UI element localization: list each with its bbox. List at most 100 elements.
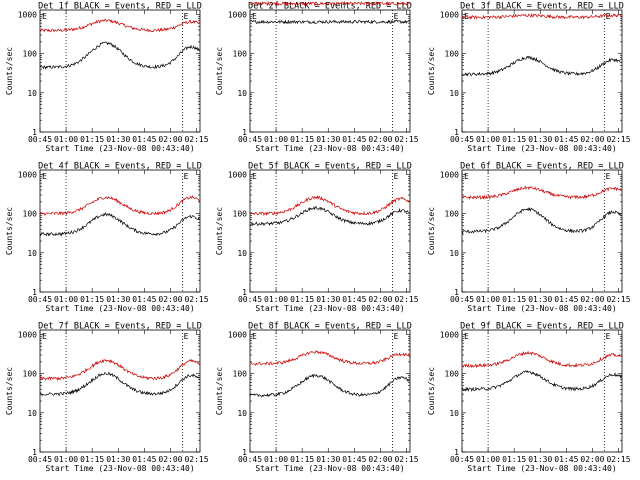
y-tick-label: 10 (449, 89, 459, 98)
plot-frame (39, 169, 201, 293)
x-tick-label: 01:45 (132, 455, 156, 464)
panel-title: Det 5f BLACK = Events, RED = LLD (248, 162, 412, 172)
x-tick-label: 01:30 (528, 295, 552, 304)
flag-label: E (464, 172, 469, 181)
y-tick-label: 1000 (18, 170, 37, 179)
x-tick-label: 01:30 (106, 295, 130, 304)
panel-title: Det 3f BLACK = Events, RED = LLD (460, 2, 624, 12)
y-tick-label: 100 (23, 370, 38, 379)
flag-label: E (42, 332, 47, 341)
flag-label: E (394, 332, 399, 341)
x-tick-label: 02:00 (158, 135, 182, 144)
y-tick-label: 100 (233, 210, 248, 219)
x-tick-label: 01:30 (528, 455, 552, 464)
plot-frame (249, 329, 411, 453)
x-tick-label: 01:00 (264, 295, 288, 304)
events-series-line (461, 370, 622, 392)
y-tick-label: 100 (445, 210, 460, 219)
y-tick-label: 100 (233, 50, 248, 59)
lld-series-line (39, 195, 200, 216)
x-axis-label: Start Time (23-Nov-08 00:43:40) (45, 464, 194, 473)
lld-series-line (461, 12, 622, 20)
y-tick-label: 1000 (440, 10, 459, 19)
y-tick-label: 1 (32, 448, 37, 457)
y-axis-label: Counts/sec (215, 207, 224, 255)
flag-label: E (394, 12, 399, 21)
flag-label: E (464, 332, 469, 341)
y-tick-label: 1000 (228, 170, 247, 179)
flag-label: E (42, 172, 47, 181)
flag-label: E (252, 12, 257, 21)
x-tick-label: 01:00 (476, 455, 500, 464)
y-tick-label: 1 (32, 128, 37, 137)
x-tick-label: 02:15 (394, 455, 418, 464)
x-tick-label: 01:30 (316, 455, 340, 464)
y-tick-label: 10 (27, 249, 37, 258)
x-tick-label: 01:00 (54, 135, 78, 144)
x-tick-label: 01:15 (80, 295, 104, 304)
lld-series-line (461, 350, 622, 369)
events-series-line (249, 373, 410, 398)
x-tick-label: 01:00 (264, 455, 288, 464)
x-tick-label: 00:45 (238, 455, 262, 464)
panel-det-6f: Det 6f BLACK = Events, RED = LLD 1 10 100 10… (427, 162, 631, 314)
panel-title: Det 2f BLACK = Events, RED = LLD (248, 2, 412, 12)
y-axis-label: Counts/sec (5, 47, 14, 95)
x-axis-label: Start Time (23-Nov-08 00:43:40) (467, 464, 616, 473)
x-tick-label: 01:30 (106, 135, 130, 144)
events-series-line (39, 212, 200, 237)
x-tick-label: 01:15 (290, 135, 314, 144)
x-tick-label: 01:30 (316, 295, 340, 304)
panel-title: Det 7f BLACK = Events, RED = LLD (38, 322, 202, 332)
x-tick-label: 02:00 (580, 455, 604, 464)
x-tick-label: 01:45 (554, 295, 578, 304)
y-tick-label: 1000 (228, 330, 247, 339)
x-tick-label: 01:00 (476, 295, 500, 304)
x-tick-label: 00:45 (450, 135, 474, 144)
y-tick-label: 1000 (440, 170, 459, 179)
events-series-line (461, 207, 622, 234)
x-tick-label: 01:45 (554, 455, 578, 464)
plot-frame (461, 329, 623, 453)
x-tick-label: 01:15 (80, 455, 104, 464)
x-tick-label: 01:15 (502, 455, 526, 464)
panel-det-1f: Det 1f BLACK = Events, RED = LLD 1 10 100 10… (5, 2, 209, 154)
y-axis-label: Counts/sec (5, 367, 14, 415)
flag-label: E (464, 12, 469, 21)
events-series-line (39, 41, 200, 70)
events-series-line (39, 371, 200, 397)
x-tick-label: 01:15 (502, 295, 526, 304)
x-tick-label: 00:45 (28, 295, 52, 304)
lld-series-line (461, 185, 622, 201)
lld-series-line (249, 0, 410, 7)
x-tick-label: 02:15 (184, 455, 208, 464)
y-tick-label: 1000 (18, 330, 37, 339)
panel-det-8f: Det 8f BLACK = Events, RED = LLD 1 10 100 10… (215, 322, 419, 474)
y-tick-label: 1 (454, 288, 459, 297)
lld-series-line (39, 18, 200, 33)
x-axis-label: Start Time (23-Nov-08 00:43:40) (467, 144, 616, 153)
x-tick-label: 02:00 (580, 295, 604, 304)
x-tick-label: 01:45 (132, 295, 156, 304)
y-tick-label: 10 (449, 249, 459, 258)
y-axis-label: Counts/sec (215, 47, 224, 95)
x-tick-label: 00:45 (450, 455, 474, 464)
panel-title: Det 4f BLACK = Events, RED = LLD (38, 162, 202, 172)
y-tick-label: 1 (242, 288, 247, 297)
plot-frame (461, 9, 623, 133)
x-tick-label: 02:15 (606, 295, 630, 304)
y-tick-label: 10 (237, 409, 247, 418)
x-tick-label: 01:45 (342, 295, 366, 304)
flag-label: E (394, 172, 399, 181)
x-tick-label: 00:45 (450, 295, 474, 304)
y-tick-label: 100 (233, 370, 248, 379)
y-tick-label: 1 (32, 288, 37, 297)
x-tick-label: 00:45 (238, 135, 262, 144)
x-tick-label: 02:15 (184, 295, 208, 304)
y-tick-label: 100 (23, 50, 38, 59)
x-tick-label: 01:15 (290, 455, 314, 464)
x-tick-label: 02:00 (158, 295, 182, 304)
y-tick-label: 10 (237, 249, 247, 258)
x-tick-label: 01:45 (342, 455, 366, 464)
